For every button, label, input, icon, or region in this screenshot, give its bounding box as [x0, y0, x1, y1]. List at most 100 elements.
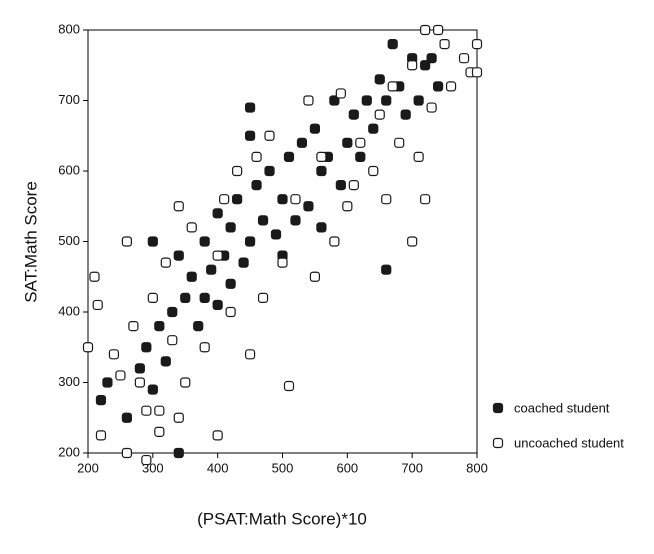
point: [173, 412, 184, 423]
point: [303, 95, 314, 106]
x-tick-label: 500: [272, 460, 294, 475]
point: [368, 123, 379, 134]
point: [277, 257, 288, 268]
point: [251, 180, 262, 191]
point: [342, 201, 353, 212]
point: [296, 137, 308, 148]
point: [193, 321, 204, 332]
point: [277, 194, 288, 205]
point: [180, 292, 191, 303]
point: [244, 130, 256, 141]
point: [355, 137, 366, 148]
point: [199, 292, 210, 303]
point: [95, 430, 107, 441]
point: [407, 60, 418, 71]
point: [342, 137, 353, 148]
legend-label: coached student: [514, 400, 610, 415]
point: [433, 81, 444, 92]
point: [238, 257, 249, 268]
point: [134, 363, 145, 374]
point: [115, 370, 126, 381]
point: [186, 271, 197, 282]
point: [167, 335, 178, 346]
point: [225, 278, 236, 289]
y-tick-label: 500: [58, 233, 80, 248]
point: [199, 342, 210, 353]
x-tick-label: 200: [77, 460, 99, 475]
legend-label: uncoached student: [514, 435, 624, 450]
point: [413, 151, 424, 162]
point: [335, 180, 346, 191]
x-tick-label: 700: [401, 460, 423, 475]
point: [251, 151, 262, 162]
y-tick-label: 800: [58, 21, 80, 36]
y-axis-label: SAT:Math Score: [21, 181, 40, 303]
point: [309, 123, 321, 134]
point: [381, 95, 392, 106]
point: [167, 306, 178, 318]
x-tick-label: 800: [466, 460, 488, 475]
point: [420, 24, 431, 36]
point: [180, 377, 191, 388]
point: [232, 165, 243, 177]
point: [121, 447, 133, 459]
point: [92, 299, 103, 311]
y-tick-label: 400: [58, 303, 80, 318]
point: [283, 380, 295, 392]
point: [374, 74, 385, 85]
point: [400, 109, 411, 120]
point: [329, 95, 340, 106]
point: [309, 271, 321, 282]
x-tick-label: 400: [207, 460, 229, 475]
point: [134, 377, 145, 388]
point: [160, 257, 171, 268]
x-axis-label: (PSAT:Math Score)*10: [197, 509, 367, 528]
point: [283, 151, 295, 162]
point: [244, 102, 256, 113]
point: [374, 109, 385, 120]
point: [407, 236, 418, 247]
point: [335, 88, 346, 99]
point: [199, 236, 210, 247]
point: [355, 151, 366, 162]
point: [348, 180, 359, 191]
point: [316, 222, 327, 233]
point: [445, 81, 457, 92]
point: [141, 342, 152, 353]
point: [381, 194, 392, 205]
point: [361, 95, 372, 106]
point: [387, 38, 398, 50]
point: [439, 38, 450, 50]
point: [303, 201, 314, 212]
point: [225, 306, 236, 318]
point: [471, 67, 483, 78]
point: [458, 53, 470, 64]
point: [121, 412, 133, 423]
point: [433, 24, 444, 36]
point: [329, 236, 340, 247]
point: [173, 250, 184, 261]
y-tick-label: 200: [58, 444, 80, 459]
point: [108, 349, 120, 360]
point: [154, 405, 165, 416]
point: [147, 292, 158, 303]
point: [212, 299, 223, 311]
point: [244, 236, 256, 247]
point: [413, 95, 424, 106]
point: [102, 377, 113, 388]
point: [257, 215, 269, 226]
point: [82, 342, 94, 353]
point: [264, 165, 275, 177]
point: [89, 271, 100, 282]
point: [219, 194, 230, 205]
point: [316, 165, 327, 177]
point: [186, 222, 197, 233]
y-tick-label: 700: [58, 92, 80, 107]
point: [206, 264, 217, 275]
point: [368, 165, 379, 177]
point: [290, 215, 301, 226]
point: [212, 250, 223, 261]
point: [420, 60, 431, 71]
point: [225, 222, 236, 233]
